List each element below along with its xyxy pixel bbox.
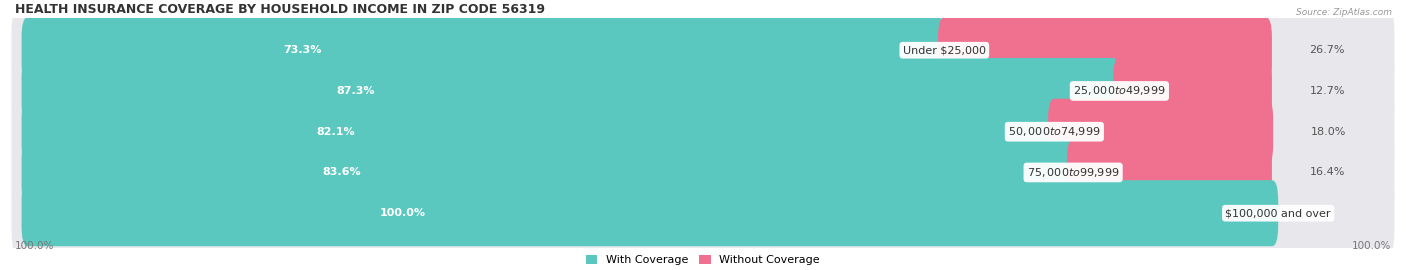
Legend: With Coverage, Without Coverage: With Coverage, Without Coverage: [582, 251, 824, 270]
FancyBboxPatch shape: [11, 1, 1395, 99]
Text: 100.0%: 100.0%: [15, 241, 55, 251]
Text: 87.3%: 87.3%: [336, 86, 374, 96]
FancyBboxPatch shape: [1114, 58, 1272, 124]
Text: $25,000 to $49,999: $25,000 to $49,999: [1073, 85, 1166, 97]
FancyBboxPatch shape: [938, 17, 1272, 83]
Text: 73.3%: 73.3%: [284, 45, 322, 55]
FancyBboxPatch shape: [11, 83, 1395, 181]
FancyBboxPatch shape: [1067, 139, 1272, 205]
FancyBboxPatch shape: [11, 42, 1395, 140]
FancyBboxPatch shape: [11, 164, 1395, 262]
Text: 82.1%: 82.1%: [316, 127, 356, 137]
Text: 100.0%: 100.0%: [380, 208, 426, 218]
Text: 12.7%: 12.7%: [1309, 86, 1346, 96]
Text: 100.0%: 100.0%: [1351, 241, 1391, 251]
Text: 16.4%: 16.4%: [1309, 167, 1344, 177]
Text: 83.6%: 83.6%: [322, 167, 361, 177]
FancyBboxPatch shape: [11, 124, 1395, 221]
Text: Source: ZipAtlas.com: Source: ZipAtlas.com: [1296, 8, 1392, 17]
FancyBboxPatch shape: [1047, 99, 1274, 165]
Text: $75,000 to $99,999: $75,000 to $99,999: [1026, 166, 1119, 179]
Text: 18.0%: 18.0%: [1310, 127, 1346, 137]
FancyBboxPatch shape: [21, 139, 1073, 205]
FancyBboxPatch shape: [21, 99, 1054, 165]
FancyBboxPatch shape: [21, 17, 945, 83]
Text: HEALTH INSURANCE COVERAGE BY HOUSEHOLD INCOME IN ZIP CODE 56319: HEALTH INSURANCE COVERAGE BY HOUSEHOLD I…: [15, 3, 546, 16]
Text: Under $25,000: Under $25,000: [903, 45, 986, 55]
Text: $100,000 and over: $100,000 and over: [1226, 208, 1331, 218]
Text: $50,000 to $74,999: $50,000 to $74,999: [1008, 125, 1101, 138]
Text: 26.7%: 26.7%: [1309, 45, 1346, 55]
FancyBboxPatch shape: [21, 58, 1119, 124]
FancyBboxPatch shape: [21, 180, 1278, 246]
